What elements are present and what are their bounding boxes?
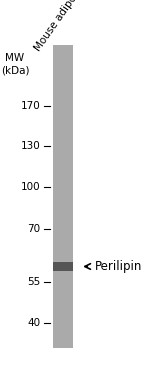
Text: MW
(kDa): MW (kDa) xyxy=(1,53,29,76)
Text: Perilipin: Perilipin xyxy=(94,260,142,273)
FancyBboxPatch shape xyxy=(53,262,73,271)
Text: 55: 55 xyxy=(27,277,40,287)
FancyBboxPatch shape xyxy=(53,45,73,348)
Text: 70: 70 xyxy=(27,224,40,234)
Text: 130: 130 xyxy=(21,141,40,150)
Text: Mouse adipose: Mouse adipose xyxy=(32,0,85,53)
Text: 100: 100 xyxy=(21,182,40,192)
Text: 170: 170 xyxy=(21,101,40,111)
Text: 40: 40 xyxy=(27,318,40,328)
